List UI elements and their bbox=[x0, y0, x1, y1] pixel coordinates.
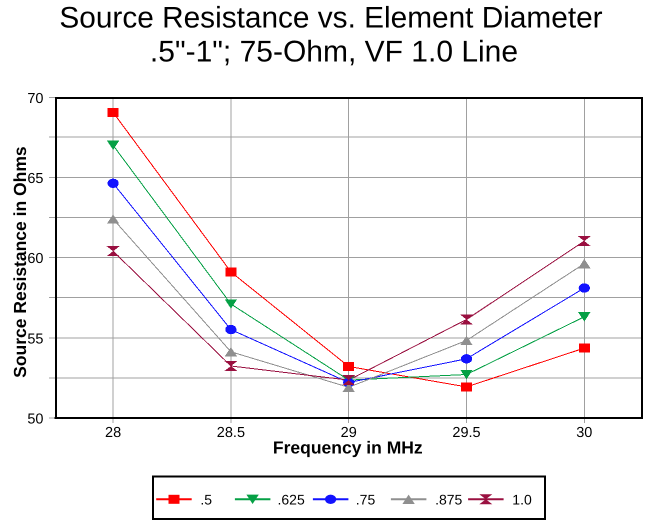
svg-text:70: 70 bbox=[27, 91, 43, 107]
svg-text:60: 60 bbox=[27, 251, 43, 267]
svg-text:29.5: 29.5 bbox=[452, 425, 480, 441]
svg-text:.75: .75 bbox=[356, 491, 376, 507]
svg-text:28.5: 28.5 bbox=[217, 425, 245, 441]
svg-text:.625: .625 bbox=[278, 491, 305, 507]
svg-text:29: 29 bbox=[341, 425, 357, 441]
svg-text:.5: .5 bbox=[200, 491, 212, 507]
svg-text:.5"-1"; 75-Ohm, VF 1.0 Line: .5"-1"; 75-Ohm, VF 1.0 Line bbox=[150, 35, 518, 68]
svg-text:30: 30 bbox=[576, 425, 592, 441]
svg-text:Source Resistance vs. Element: Source Resistance vs. Element Diameter bbox=[59, 1, 602, 34]
svg-text:65: 65 bbox=[27, 171, 43, 187]
svg-text:1.0: 1.0 bbox=[512, 491, 532, 507]
svg-text:28: 28 bbox=[105, 425, 121, 441]
svg-text:55: 55 bbox=[27, 332, 43, 348]
svg-text:50: 50 bbox=[27, 411, 43, 427]
svg-text:.875: .875 bbox=[435, 491, 462, 507]
svg-text:Source Resistance in Ohms: Source Resistance in Ohms bbox=[10, 146, 30, 378]
svg-text:Frequency in MHz: Frequency in MHz bbox=[273, 437, 423, 457]
